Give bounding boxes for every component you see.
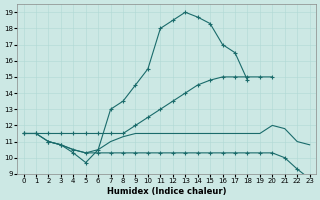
X-axis label: Humidex (Indice chaleur): Humidex (Indice chaleur) xyxy=(107,187,226,196)
